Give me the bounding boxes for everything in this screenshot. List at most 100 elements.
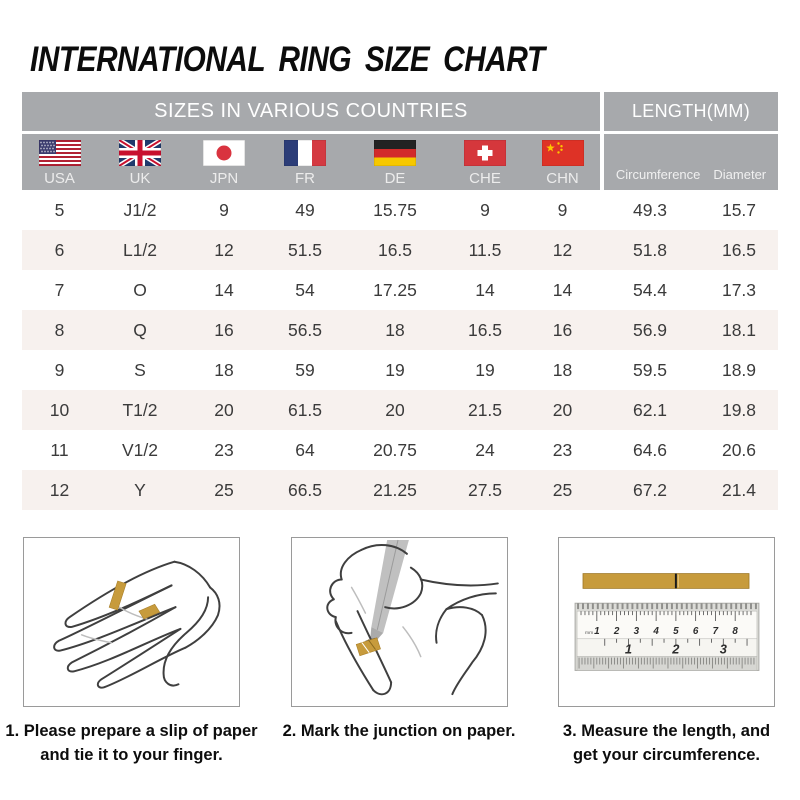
table-cell: 11 <box>50 439 69 460</box>
ruler-inch-number: 3 <box>720 642 727 657</box>
table-cell: 15.7 <box>721 199 757 220</box>
country-label: FR <box>295 170 315 187</box>
ruler-cm-number: 8 <box>732 626 738 637</box>
table-cell: J1/2 <box>123 199 157 220</box>
table-cell: S <box>134 359 146 380</box>
table-row: 12 Y 25 66.5 21.25 27.5 25 67.2 21.4 <box>22 470 778 510</box>
column-header-fr: FR <box>265 134 345 190</box>
step-2: 2. Mark the junction on paper. <box>283 537 515 767</box>
header-horizontal-divider <box>22 131 778 134</box>
table-cell: 56.9 <box>632 319 668 340</box>
table-cell: 21.25 <box>373 479 417 500</box>
column-header-de: DE <box>345 134 445 190</box>
country-label: CHN <box>546 170 579 187</box>
ruler-cm-number: 5 <box>673 626 679 637</box>
header-vertical-divider <box>600 134 604 190</box>
table-cell: 24 <box>475 439 495 460</box>
ruler-cm-number: 3 <box>634 626 640 637</box>
ruler-cm-number: 6 <box>693 626 699 637</box>
flags-grid: USA UK <box>22 134 600 190</box>
group-header-length: LENGTH(MM) <box>632 101 750 121</box>
column-header-jpn: JPN <box>183 134 265 190</box>
circumference-column-label: Circumference <box>615 167 701 182</box>
table-cell: 19.8 <box>721 399 757 420</box>
table-cell: 56.5 <box>287 319 323 340</box>
table-cell: 62.1 <box>632 399 668 420</box>
table-cell: 17.3 <box>721 279 757 300</box>
table-cell: Q <box>133 319 147 340</box>
table-cell: 54.4 <box>632 279 668 300</box>
step-1-caption-line-1: 1. Please prepare a slip of paper <box>5 722 258 740</box>
table-header: SIZES IN VARIOUS COUNTRIES LENGTH(MM) <box>22 92 778 190</box>
step-3-caption-line-2: get your circumference. <box>572 746 761 764</box>
table-cell: 64.6 <box>632 439 668 460</box>
table-cell: 23 <box>214 439 234 460</box>
table-cell: 12 <box>214 239 234 260</box>
diameter-column-label: Diameter <box>713 167 767 182</box>
table-cell: 15.75 <box>373 199 417 220</box>
column-header-uk: UK <box>97 134 183 190</box>
table-cell: 9 <box>219 199 229 220</box>
table-cell: 20 <box>385 399 405 420</box>
table-cell: 16 <box>552 319 573 340</box>
table-cell: 66.5 <box>287 479 323 500</box>
country-label: DE <box>384 170 406 187</box>
table-cell: 14 <box>214 279 234 300</box>
step-3-caption-line-1: 3. Measure the length, and <box>562 722 771 740</box>
country-label: JPN <box>209 170 239 187</box>
usa-flag-icon <box>38 140 81 166</box>
step-2-illustration-box <box>290 537 508 707</box>
table-cell: 12 <box>552 239 573 260</box>
table-cell: 49 <box>295 199 315 220</box>
table-cell: 54 <box>295 279 315 300</box>
table-cell: 59.5 <box>632 359 668 380</box>
table-cell: L1/2 <box>122 239 158 260</box>
ruler-ticks <box>577 603 757 610</box>
table-cell: 21.4 <box>721 479 757 500</box>
table-row: 11 V1/2 23 64 20.75 24 23 64.6 20.6 <box>22 430 778 470</box>
france-flag-icon <box>284 140 326 166</box>
table-cell: 18.1 <box>721 319 757 340</box>
japan-flag-icon <box>203 140 245 166</box>
table-row: 7 O 14 54 17.25 14 14 54.4 17.3 <box>22 270 778 310</box>
country-label: CHE <box>469 170 501 187</box>
instruction-steps: 1. Please prepare a slip of paper and ti… <box>5 537 775 767</box>
table-cell: 9 <box>54 359 65 380</box>
table-cell: 18 <box>552 359 573 380</box>
table-row: 9 S 18 59 19 19 18 59.5 18.9 <box>22 350 778 390</box>
table-cell: Y <box>134 479 146 500</box>
marking-paper-with-pencil-illustration <box>325 539 499 696</box>
table-cell: 6 <box>54 239 65 260</box>
ruler-ticks <box>604 638 748 646</box>
table-cell: 49.3 <box>632 199 668 220</box>
table-row: 6 L1/2 12 51.5 16.5 11.5 12 51.8 16.5 <box>22 230 778 270</box>
table-cell: T1/2 <box>122 399 158 420</box>
step-1-caption-line-2: and tie it to your finger. <box>40 746 223 764</box>
group-header-row: SIZES IN VARIOUS COUNTRIES LENGTH(MM) <box>22 92 778 131</box>
step-1: 1. Please prepare a slip of paper and ti… <box>5 537 258 767</box>
table-cell: 12 <box>49 479 70 500</box>
hand-with-paper-slip-illustration <box>53 560 221 689</box>
table-cell: 18 <box>214 359 234 380</box>
step-1-illustration-box <box>23 537 240 707</box>
length-column-headers: Circumference Diameter <box>604 134 778 190</box>
uk-flag-icon <box>119 140 161 166</box>
table-cell: 23 <box>552 439 573 460</box>
ring-size-table: SIZES IN VARIOUS COUNTRIES LENGTH(MM) <box>22 92 778 510</box>
table-cell: 25 <box>552 479 573 500</box>
table-cell: 67.2 <box>632 479 668 500</box>
table-cell: 5 <box>54 199 65 220</box>
table-cell: 18.9 <box>721 359 757 380</box>
ruler-cm-number: 7 <box>713 626 719 637</box>
table-cell: 27.5 <box>467 479 503 500</box>
table-cell: 16.5 <box>467 319 503 340</box>
flags-header-row: USA UK <box>22 134 778 190</box>
table-cell: 51.8 <box>632 239 668 260</box>
step-2-caption: 2. Mark the junction on paper. <box>267 719 532 743</box>
ruler-inch-number: 2 <box>671 642 679 657</box>
table-cell: 20.6 <box>721 439 757 460</box>
table-cell: O <box>133 279 147 300</box>
table-cell: 61.5 <box>287 399 323 420</box>
